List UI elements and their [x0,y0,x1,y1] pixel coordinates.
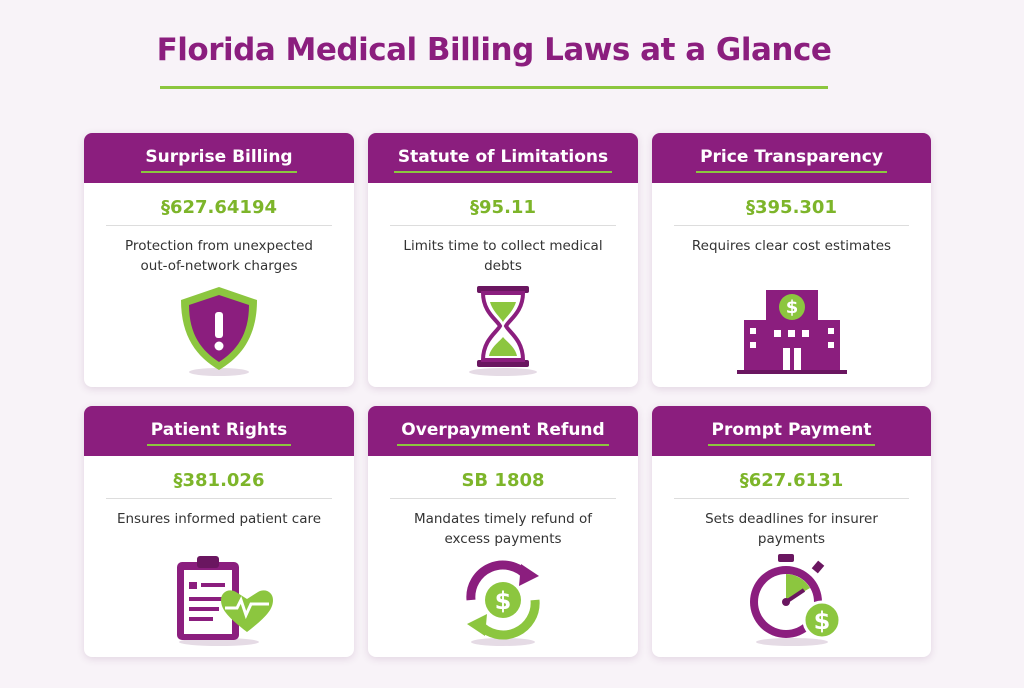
card: Prompt Payment §627.6131 Sets deadlines … [652,406,931,657]
card-heading: Overpayment Refund [397,420,609,446]
svg-text:$: $ [495,587,512,615]
clipboard-icon [177,556,273,646]
law-code: §395.301 [746,197,837,218]
description: Ensures informed patient care [116,511,322,527]
refund-icon: $ [466,560,540,646]
card: Patient Rights §381.026 Ensures informed… [84,406,354,657]
description: Protection from unexpected out-of-networ… [125,238,313,274]
card: Overpayment Refund SB 1808 Mandates time… [368,406,638,657]
card-heading: Price Transparency [696,147,887,173]
separator [674,225,909,226]
description: Requires clear cost estimates [691,238,892,254]
law-code: §627.6131 [739,470,844,491]
law-code: SB 1808 [461,470,545,491]
card-header: Patient Rights [84,406,354,456]
separator [390,498,616,499]
law-code: §95.11 [470,197,536,218]
stopwatch-icon: $ [750,554,842,646]
separator [106,498,332,499]
card-header: Overpayment Refund [368,406,638,456]
description: Mandates timely refund of excess payment… [413,511,593,547]
card-heading: Prompt Payment [707,420,876,446]
separator [674,498,909,499]
page-title: Florida Medical Billing Laws at a Glance [156,32,832,68]
card-header: Prompt Payment [652,406,931,456]
description: Limits time to collect medical debts [403,238,603,274]
card-heading: Surprise Billing [141,147,297,173]
shield-icon [181,287,257,376]
description: Sets deadlines for insurer payments [705,511,878,547]
hospital-icon: $ [737,290,847,374]
svg-text:$: $ [786,297,799,318]
hourglass-icon [469,286,537,376]
card: Statute of Limitations §95.11 Limits tim… [368,133,638,387]
law-code: §381.026 [173,470,265,491]
title-rule [160,86,828,89]
law-code: §627.64194 [160,197,278,218]
card-header: Price Transparency [652,133,931,183]
card-heading: Patient Rights [146,420,292,446]
card: Surprise Billing §627.64194 Protection f… [84,133,354,387]
svg-text:$: $ [814,607,831,635]
separator [106,225,332,226]
card: Price Transparency §395.301 Requires cle… [652,133,931,387]
card-header: Surprise Billing [84,133,354,183]
separator [390,225,616,226]
card-heading: Statute of Limitations [393,147,613,173]
card-header: Statute of Limitations [368,133,638,183]
